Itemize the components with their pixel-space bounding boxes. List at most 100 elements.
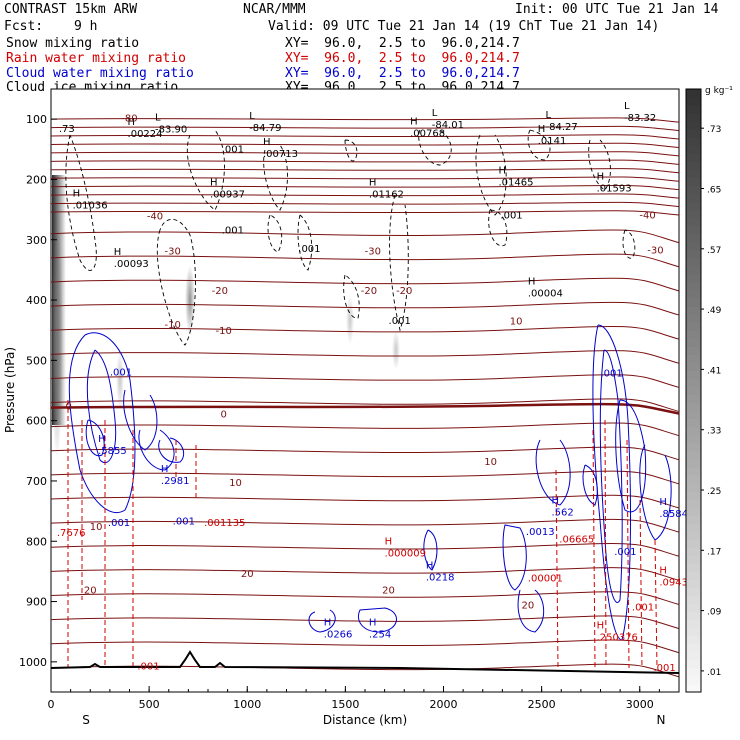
extremum-value-41: .001 [632, 603, 654, 614]
isotherm-label-17: 20 [241, 569, 254, 580]
isotherm-25 [50, 543, 680, 557]
ice-contour-9 [488, 209, 508, 247]
extremum-marker-40: H [659, 565, 667, 576]
extremum-value-38: .000009 [385, 548, 426, 559]
extremum-value-2: -84.01 [432, 120, 464, 131]
snow-shading [51, 175, 400, 460]
extremum-marker-29: H [659, 497, 667, 508]
x-tick-label-5: 2500 [528, 698, 556, 711]
extremum-value-24: .5855 [98, 446, 127, 457]
extremum-marker-14: H [369, 178, 377, 189]
extremum-marker-42: H [597, 621, 605, 632]
terrain-surface [50, 650, 680, 674]
ice-contour-8 [475, 134, 507, 216]
rain-contour-11 [639, 499, 643, 669]
cw-contour-12 [615, 399, 647, 513]
colorbar-level-0: .01 [707, 668, 721, 678]
y-axis: 100 200 300 400 500 600 700 800 900 1000 [19, 113, 57, 669]
extremum-value-10: .001 [222, 144, 244, 155]
extremum-value-4: -83.32 [624, 113, 656, 124]
extremum-marker-2: L [432, 108, 438, 119]
field-name-snow: Snow mixing ratio [6, 36, 140, 51]
isotherm-label-8: -20 [396, 286, 412, 297]
isotherm-1 [50, 125, 680, 132]
colorbar-level-1: .09 [707, 608, 722, 618]
isotherm-label-6: -20 [212, 286, 228, 297]
isotherm-23 [50, 494, 680, 509]
isotherm-2 [50, 134, 680, 140]
x-tick-label-2: 1000 [233, 698, 261, 711]
field-name-rain: Rain water mixing ratio [6, 51, 187, 66]
field-name-cloud-water: Cloud water mixing ratio [6, 66, 194, 81]
extremum-marker-4: L [624, 101, 630, 112]
extremum-value-22: .001 [110, 367, 132, 378]
rain-contour-10 [626, 439, 630, 669]
y-axis-label: Pressure (hPa) [3, 347, 17, 433]
isotherm-6 [50, 168, 680, 174]
isotherm-24 [50, 518, 680, 533]
cw-contour-7 [502, 524, 527, 591]
extremum-value-30: .0013 [526, 527, 555, 538]
extremum-value-19: .00093 [114, 259, 149, 270]
cw-contour-2 [86, 349, 117, 463]
extremum-value-33: .0266 [324, 630, 353, 641]
ice-contour-11 [588, 139, 611, 191]
extremum-marker-38: H [385, 536, 393, 547]
isotherm-28 [50, 615, 680, 630]
field-xy-cloud-water: XY= 96.0, 2.5 to 96.0,214.7 [285, 66, 520, 81]
isotherm-labels: -80 -40 -40 -30 -30 -30 -20 -20 -20 -10 -10 10 0 0 10 1… [65, 113, 663, 611]
extremum-marker-15: H [73, 188, 81, 199]
snow-blob-5 [116, 350, 124, 410]
rain-contour-12 [654, 539, 658, 669]
cloud-water-contours [68, 324, 672, 641]
extremum-value-31: .001 [614, 547, 636, 558]
colorbar-level-6: .49 [707, 306, 722, 316]
extremum-value-1: -84.79 [249, 123, 281, 134]
cw-contour-5 [138, 429, 175, 471]
isotherm-label-12: 0 [65, 402, 71, 413]
extremum-marker-6: H [128, 117, 136, 128]
valid-time: Valid: 09 UTC Tue 21 Jan 14 (19 ChT Tue … [268, 19, 660, 34]
extremum-value-35: .7676 [57, 528, 86, 539]
isotherm-27 [50, 591, 680, 605]
extremum-marker-0: L [155, 112, 161, 123]
ice-contour-10 [527, 129, 551, 161]
extremum-value-7: .00713 [263, 149, 298, 160]
ice-contour-12 [622, 229, 636, 259]
ice-contour-5 [344, 139, 358, 162]
isotherm-label-2: -40 [639, 210, 655, 221]
isotherm-15 [50, 301, 680, 316]
isotherm-9 [50, 193, 680, 199]
colorbar-level-7: .57 [707, 246, 721, 256]
cw-contour-17 [423, 529, 438, 571]
isotherm-7 [50, 176, 680, 182]
isotherm-label-18: 20 [84, 585, 97, 596]
colorbar-frame [685, 88, 702, 693]
zero-isotherm [50, 402, 680, 415]
isotherm-11 [50, 210, 680, 216]
isotherm-5 [50, 159, 680, 165]
isotherm-label-14: 10 [229, 478, 242, 489]
colorbar-level-9: .73 [707, 125, 721, 135]
extremum-marker-33: H [324, 618, 332, 629]
isotherm-label-11: 10 [510, 317, 523, 328]
isotherm-8 [50, 184, 680, 191]
snow-blob-3 [346, 295, 354, 345]
cloud-ice-dashed-contours [65, 129, 636, 346]
isotherm-22 [50, 470, 680, 485]
center-name: NCAR/MMM [243, 2, 306, 17]
extremum-value-39: .00001 [528, 574, 563, 585]
y-tick-label-1: 200 [26, 173, 47, 186]
rain-dashed-contours [67, 400, 658, 669]
terrain-line [50, 650, 680, 674]
extremum-value-12: .01593 [597, 183, 632, 194]
ice-contour-1 [65, 134, 97, 271]
cw-contour-10 [592, 324, 631, 641]
isotherm-label-1: -40 [147, 212, 163, 223]
x-tick-label-6: 3000 [626, 698, 654, 711]
ice-contour-4 [263, 144, 288, 211]
init-time: Init: 00 UTC Tue 21 Jan 14 [515, 2, 719, 17]
model-title: CONTRAST 15km ARW [4, 2, 138, 17]
extremum-value-26: .001 [108, 518, 130, 529]
cw-contour-15 [308, 609, 336, 633]
